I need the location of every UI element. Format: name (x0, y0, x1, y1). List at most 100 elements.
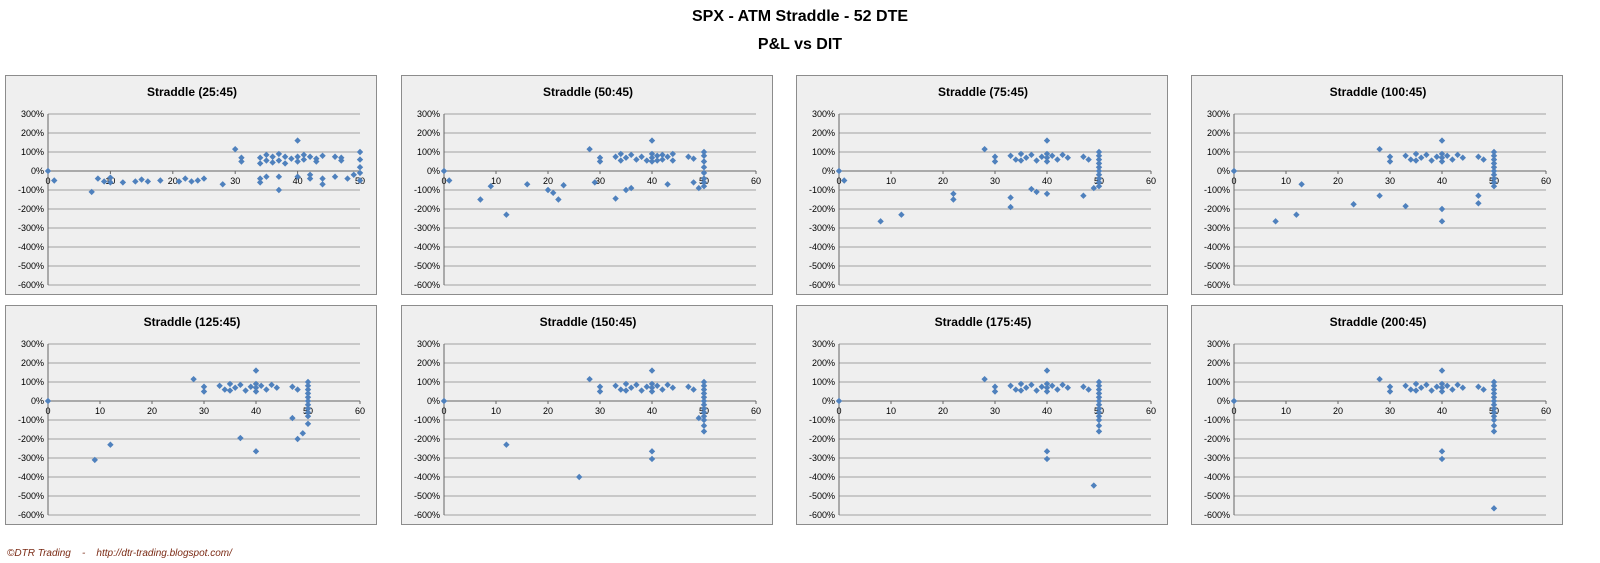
data-point (1490, 394, 1498, 401)
data-point (1033, 188, 1040, 196)
data-point (226, 387, 234, 394)
x-tick-label: 30 (595, 406, 605, 416)
data-point (275, 150, 283, 158)
x-tick-label: 30 (990, 406, 1000, 416)
data-point (835, 397, 843, 405)
data-point (1386, 383, 1394, 390)
y-tick-label: -200% (18, 434, 44, 444)
data-point (544, 186, 552, 194)
y-tick-label: -100% (18, 415, 44, 425)
data-point (1490, 422, 1498, 429)
data-point (1454, 381, 1461, 389)
data-point (269, 153, 276, 160)
y-tick-label: 200% (812, 358, 835, 368)
data-point (659, 386, 666, 393)
data-point (1033, 387, 1040, 394)
data-point (1043, 384, 1051, 391)
x-tick-label: 40 (647, 406, 657, 416)
x-tick-label: 0 (441, 176, 446, 186)
data-point (338, 157, 345, 164)
data-point (1475, 153, 1482, 160)
data-point (221, 386, 228, 393)
data-point (991, 158, 999, 165)
data-point (88, 188, 95, 196)
data-point (1490, 405, 1498, 412)
data-point (586, 375, 593, 383)
data-point (1412, 387, 1420, 394)
data-point (1402, 152, 1409, 159)
y-tick-label: -600% (809, 510, 835, 520)
data-point (1095, 183, 1103, 190)
x-tick-label: 20 (938, 406, 948, 416)
data-point (648, 380, 656, 388)
panel-title: Straddle (125:45) (144, 315, 241, 329)
x-tick-label: 40 (251, 406, 261, 416)
data-point (1095, 152, 1103, 159)
x-tick-label: 10 (886, 176, 896, 186)
y-tick-label: -400% (18, 472, 44, 482)
data-point (263, 157, 270, 164)
y-tick-label: -600% (1204, 510, 1230, 520)
data-point (281, 153, 289, 160)
data-point (1095, 390, 1103, 397)
data-point (648, 367, 656, 374)
y-tick-label: -500% (809, 261, 835, 271)
data-point (446, 177, 453, 184)
data-point (275, 186, 283, 194)
data-point (991, 388, 999, 395)
data-point (841, 177, 848, 184)
x-tick-label: 20 (1333, 406, 1343, 416)
y-tick-label: 200% (1207, 128, 1230, 138)
data-point (700, 422, 708, 429)
data-point (1350, 201, 1357, 208)
data-point (648, 388, 656, 395)
data-point (643, 157, 650, 164)
data-point (344, 175, 351, 182)
chart-panel: Straddle (25:45) 300% 200% 100% 0% -100% -200%… (5, 75, 377, 295)
y-tick-label: 200% (21, 128, 44, 138)
data-point (294, 158, 301, 165)
y-tick-label: 100% (21, 147, 44, 157)
data-point (273, 384, 280, 391)
data-point (1490, 167, 1498, 175)
data-point (157, 177, 164, 184)
x-tick-label: 40 (1437, 176, 1447, 186)
data-point (256, 154, 264, 161)
chart-svg: Straddle (125:45) 300% 200% 100% 0% -100% -200… (18, 315, 365, 520)
x-tick-label: 10 (1281, 176, 1291, 186)
y-tick-label: 100% (1207, 147, 1230, 157)
data-point (1054, 386, 1061, 393)
data-point (1475, 200, 1482, 207)
y-tick-label: -300% (1204, 223, 1230, 233)
data-point (144, 178, 152, 185)
y-tick-label: -200% (414, 434, 440, 444)
y-tick-label: -600% (1204, 280, 1230, 290)
data-point (1038, 383, 1045, 390)
y-tick-label: 100% (417, 377, 440, 387)
data-point (1038, 153, 1045, 160)
chart-panel: Straddle (175:45) 300% 200% 100% 0% -100% -200… (796, 305, 1168, 525)
data-point (306, 153, 314, 160)
y-tick-label: -400% (414, 242, 440, 252)
data-point (1298, 181, 1305, 188)
data-point (700, 378, 708, 386)
chart-svg: Straddle (200:45) 300% 200% 100% 0% -100% -200… (1204, 315, 1551, 520)
panel-title: Straddle (175:45) (935, 315, 1032, 329)
data-point (1012, 386, 1019, 393)
data-point (685, 153, 692, 160)
data-point (1412, 157, 1420, 164)
y-tick-label: -100% (809, 415, 835, 425)
data-point (256, 160, 264, 167)
data-point (664, 381, 671, 389)
y-tick-label: 300% (21, 109, 44, 119)
data-point (1490, 183, 1498, 190)
data-point (700, 175, 708, 182)
x-tick-label: 60 (751, 176, 761, 186)
data-point (1490, 397, 1498, 405)
x-tick-label: 30 (199, 406, 209, 416)
data-point (1085, 156, 1092, 163)
data-point (1017, 157, 1025, 164)
data-point (1095, 422, 1103, 429)
y-tick-label: 100% (812, 147, 835, 157)
data-point (1017, 150, 1025, 158)
